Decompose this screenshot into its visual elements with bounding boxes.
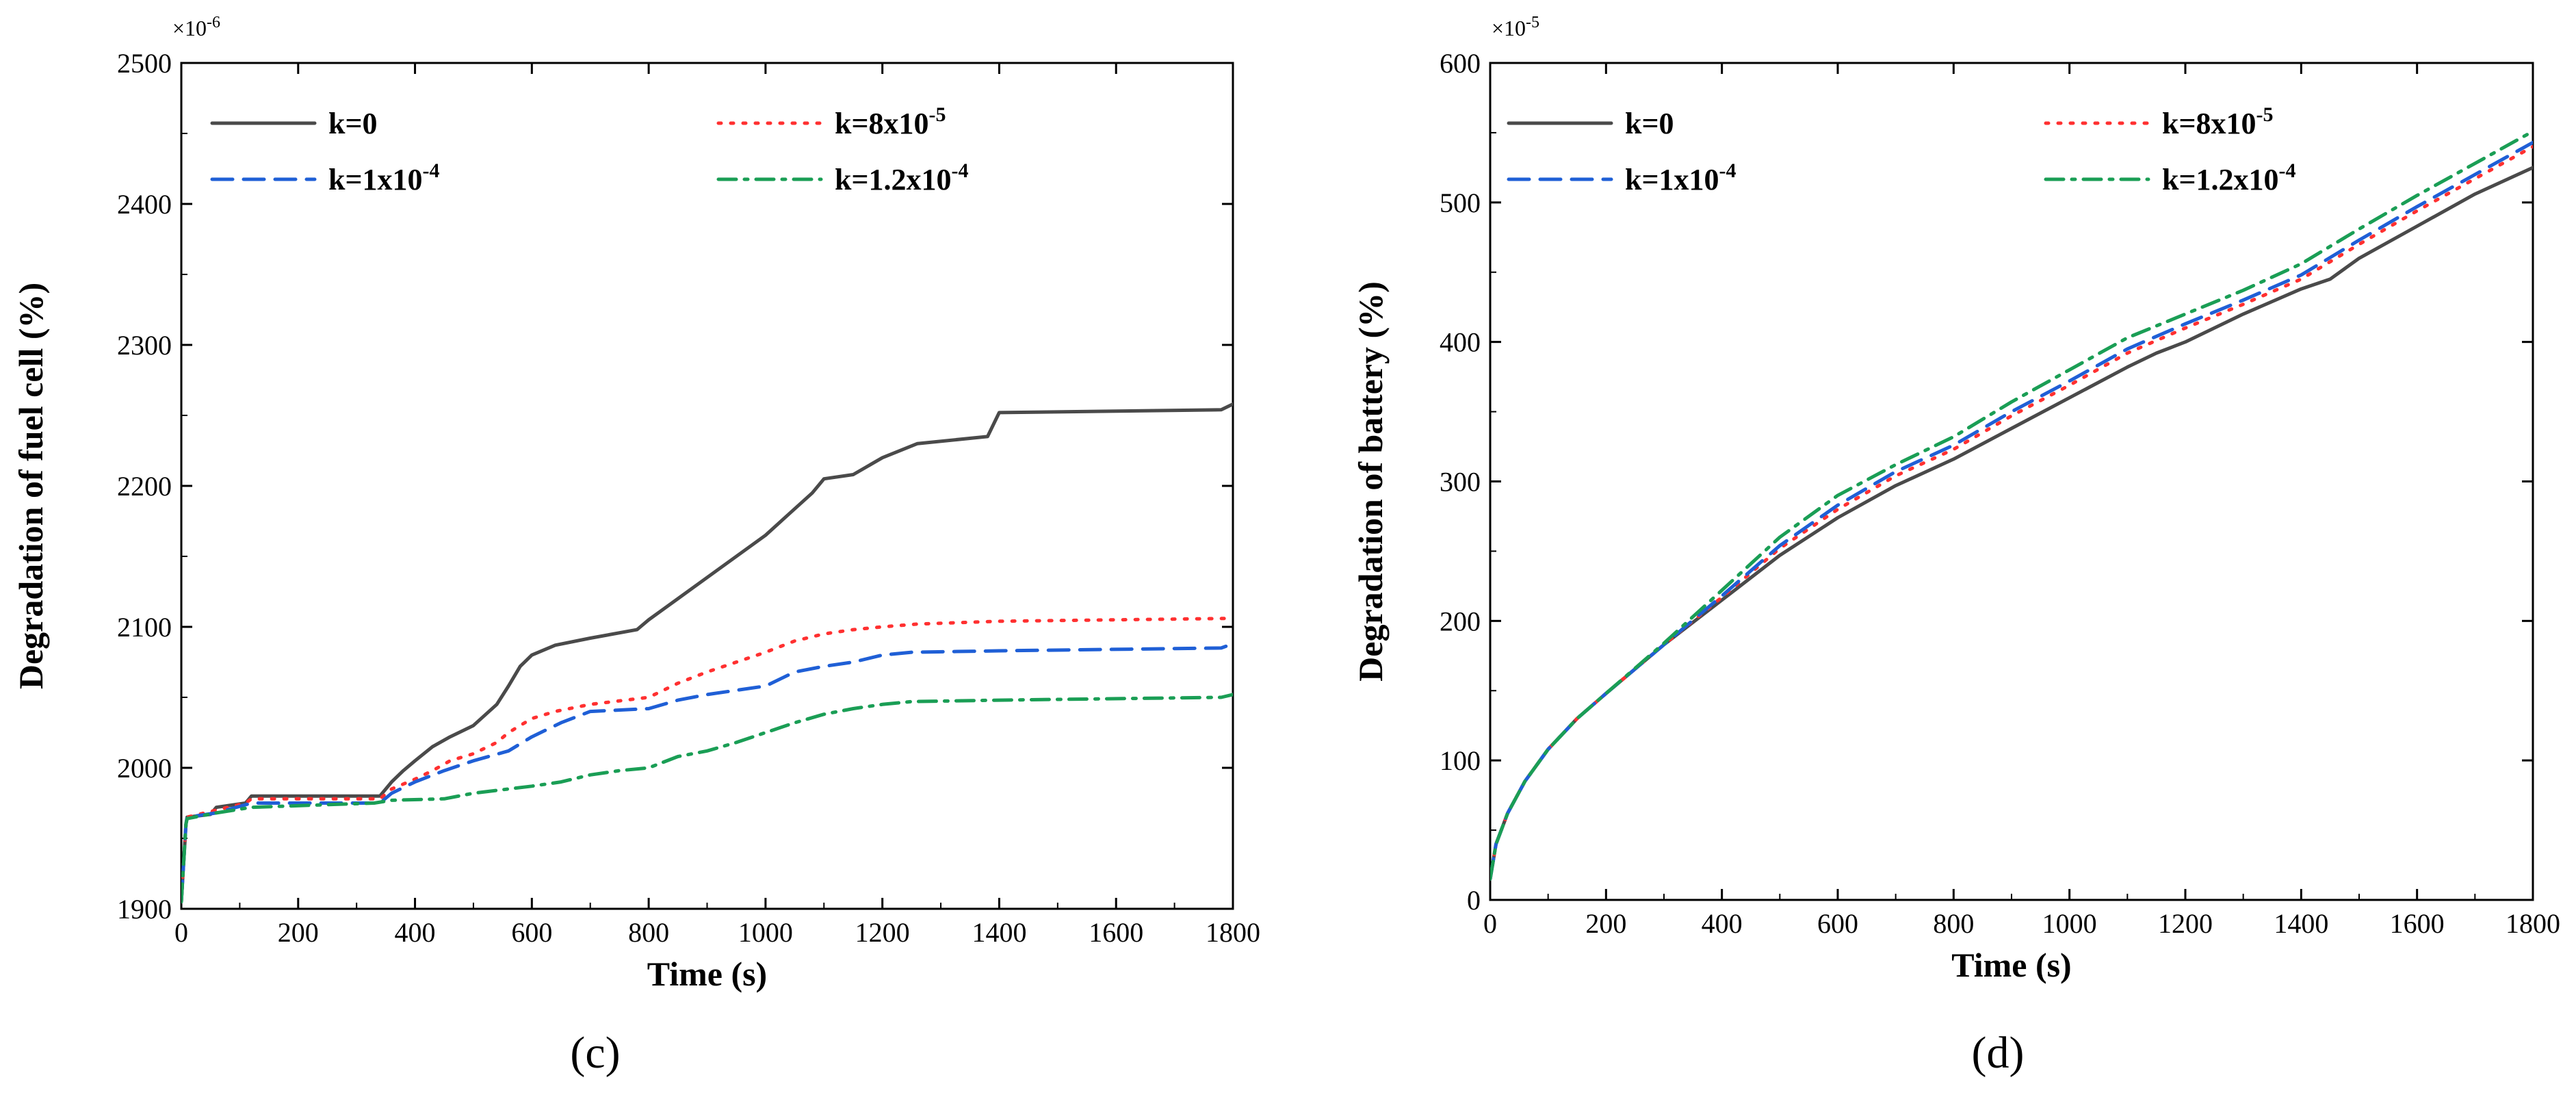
chart-0-x-tick-label: 800 [628,917,669,948]
panel-d-battery-chart: 0 200 400 600 800 1000 1200 1400 1600 1800 0 100 200… [1351,14,2560,1078]
chart-1-y-axis-label: Degradation of battery (%) [1351,281,1390,682]
chart-0-legend-label-1: k=8x10-5 [835,103,946,140]
chart-0-y-axis-label: Degradation of fuel cell (%) [12,283,50,689]
chart-0-y-tick-label: 2400 [117,189,172,220]
chart-0-x-tick-label: 400 [395,917,436,948]
chart-0-legend-label-0: k=0 [328,107,378,140]
panel-c-fuel-cell-chart: 0 200 400 600 800 1000 1200 1400 1600 1800 1900 200… [12,14,1260,1078]
chart-1-x-tick-label: 1800 [2506,908,2560,939]
chart-1-x-tick-label: 1200 [2158,908,2213,939]
chart-0-series-line-2 [181,642,1233,904]
chart-0-panel-label: (c) [570,1028,620,1078]
chart-0-y-multiplier: ×10-6 [172,14,220,40]
chart-0-x-tick-label: 600 [511,917,552,948]
chart-1-x-tick-label: 800 [1933,908,1974,939]
chart-1-legend-label-0: k=0 [1625,107,1674,140]
chart-1-series-group [1490,129,2533,881]
chart-1-legend-label-3: k=1.2x10-4 [2162,159,2296,196]
chart-1-panel-label: (d) [1972,1028,2025,1078]
chart-0-x-axis-label: Time (s) [647,955,767,993]
chart-1-y-tick-label: 0 [1467,885,1481,916]
chart-1-x-tick-label: 600 [1817,908,1858,939]
chart-0-y-tick-label: 2100 [117,612,172,643]
chart-1-x-tick-label: 1600 [2390,908,2445,939]
chart-0-legend-label-3: k=1.2x10-4 [835,159,969,196]
chart-1-x-tick-label: 1400 [2274,908,2328,939]
chart-0-series-line-3 [181,693,1233,904]
chart-0-series-line-1 [181,617,1233,904]
chart-1-y-tick-label: 100 [1440,745,1481,776]
chart-0-y-tick-label: 2000 [117,753,172,784]
chart-1-series-line-1 [1490,144,2533,881]
chart-1-y-tick-label: 400 [1440,327,1481,358]
chart-0-x-tick-label: 1600 [1089,917,1143,948]
chart-0-series-group [181,402,1233,904]
chart-0-y-tick-label: 2200 [117,471,172,502]
chart-1-x-tick-label: 400 [1702,908,1743,939]
chart-1-y-multiplier: ×10-5 [1492,14,1539,40]
chart-1-x-tick-label: 1000 [2042,908,2097,939]
chart-1-legend-label-2: k=1x10-4 [1625,159,1736,196]
chart-0-y-tick-label: 2300 [117,330,172,361]
chart-0-y-tick-label: 1900 [117,894,172,925]
chart-0-series-line-0 [181,402,1233,904]
chart-0-x-tick-label: 1400 [972,917,1026,948]
chart-1-x-tick-label: 200 [1585,908,1626,939]
chart-1-y-tick-label: 200 [1440,606,1481,636]
chart-1-series-line-2 [1490,140,2533,881]
chart-1-y-tick-label: 600 [1440,48,1481,79]
chart-0-x-tick-label: 1000 [738,917,793,948]
chart-0-legend-label-2: k=1x10-4 [328,159,440,196]
chart-0-y-tick-label: 2500 [117,48,172,79]
chart-1-x-tick-label: 0 [1483,908,1497,939]
chart-0-x-tick-label: 1200 [855,917,910,948]
chart-0-x-tick-label: 0 [174,917,188,948]
chart-1-series-line-3 [1490,129,2533,881]
chart-0-x-tick-label: 200 [278,917,319,948]
chart-1-legend-label-1: k=8x10-5 [2162,103,2274,140]
chart-1-y-tick-label: 500 [1440,188,1481,218]
chart-1-y-tick-label: 300 [1440,467,1481,498]
chart-0-x-tick-label: 1800 [1206,917,1260,948]
chart-1-series-line-0 [1490,166,2533,881]
chart-1-x-axis-label: Time (s) [1951,946,2071,984]
